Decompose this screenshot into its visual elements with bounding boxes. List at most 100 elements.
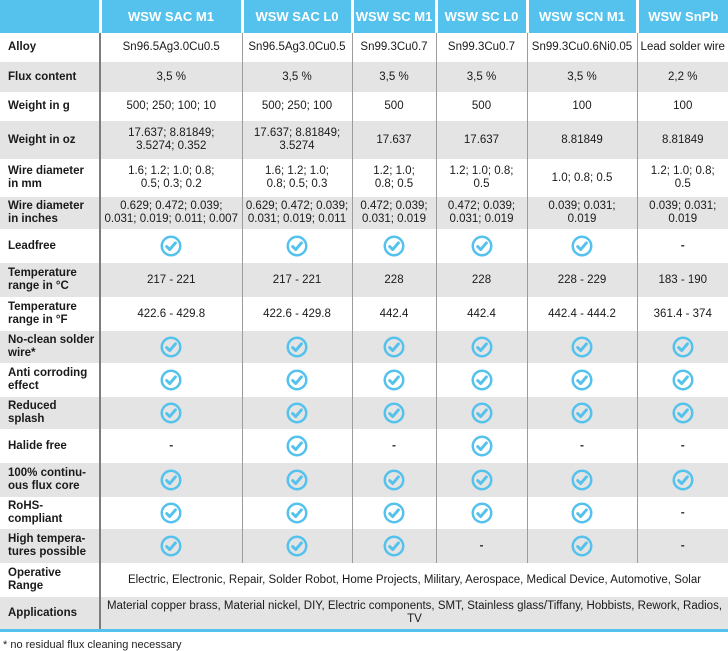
cell-alloy-wsw-sc-l0: Sn99.3Cu0.7 [435, 33, 527, 62]
cell-100-continu-ous-flux-core-wsw-snpb [636, 463, 728, 497]
cell-temperature-range-in-c-wsw-scn-m1: 228 - 229 [526, 263, 637, 297]
check-icon [471, 235, 492, 257]
table-row-halide-free: Halide free - - - - [0, 429, 728, 463]
check-icon [571, 535, 593, 557]
row-label-weight-in-g: Weight in g [0, 92, 101, 121]
cell-anti-corroding-effect-wsw-sac-l0 [241, 363, 352, 397]
cell-reduced-splash-wsw-sc-l0 [435, 397, 527, 429]
header-row: WSW SAC M1 WSW SAC L0 WSW SC M1 WSW SC L0 WS… [0, 0, 728, 33]
cell-applications-all-products: Material copper brass, Material nickel, … [99, 597, 728, 629]
cell-wire-diameter-in-mm-wsw-sac-m1: 1.6; 1.2; 1.0; 0.8; 0.5; 0.3; 0.2 [99, 159, 242, 197]
cell-wire-diameter-in-mm-wsw-sc-l0: 1.2; 1.0; 0.8; 0.5 [435, 159, 527, 197]
cell-flux-content-wsw-scn-m1: 3,5 % [526, 62, 637, 92]
cell-no-clean-solder-wire-wsw-sc-m1 [351, 331, 436, 363]
dash-placeholder: - [169, 438, 174, 452]
cell-leadfree-wsw-scn-m1 [526, 229, 637, 263]
cell-operative-range-all-products: Electric, Electronic, Repair, Solder Rob… [99, 563, 728, 597]
table-row-rohs-compliant: RoHS-compliant - [0, 497, 728, 529]
column-header-wsw-snpb: WSW SnPb [635, 0, 728, 33]
check-icon [160, 336, 182, 358]
product-comparison-table: WSW SAC M1 WSW SAC L0 WSW SC M1 WSW SC L0 WS… [0, 0, 728, 629]
check-icon [286, 435, 308, 457]
cell-wire-diameter-in-mm-wsw-sac-l0: 1.6; 1.2; 1.0; 0.8; 0.5; 0.3 [241, 159, 352, 197]
check-icon [672, 469, 694, 491]
table-row-high-tempera-tures-possible: High tempera- tures possible - - [0, 529, 728, 563]
check-icon [471, 402, 492, 424]
cell-flux-content-wsw-sac-l0: 3,5 % [241, 62, 352, 92]
check-icon [286, 502, 308, 524]
check-icon [571, 235, 593, 257]
cell-flux-content-wsw-snpb: 2,2 % [636, 62, 728, 92]
check-icon [383, 469, 405, 491]
cell-leadfree-wsw-snpb: - [636, 229, 728, 263]
cell-weight-in-g-wsw-sc-l0: 500 [435, 92, 527, 121]
check-icon [383, 336, 405, 358]
cell-rohs-compliant-wsw-snpb: - [636, 497, 728, 529]
table-corner-cell [0, 0, 100, 33]
row-label-temperature-range-in-f: Temperature range in °F [0, 297, 101, 331]
cell-no-clean-solder-wire-wsw-sc-l0 [435, 331, 527, 363]
row-label-halide-free: Halide free [0, 429, 101, 463]
check-icon [471, 502, 492, 524]
cell-temperature-range-in-f-wsw-sac-l0: 422.6 - 429.8 [241, 297, 352, 331]
cell-weight-in-oz-wsw-sac-l0: 17.637; 8.81849; 3.5274 [241, 121, 352, 159]
check-icon [672, 402, 694, 424]
table-row-no-clean-solder-wire: No-clean solder wire* [0, 331, 728, 363]
cell-alloy-wsw-sc-m1: Sn99.3Cu0.7 [351, 33, 436, 62]
check-icon [471, 469, 492, 491]
cell-temperature-range-in-c-wsw-sac-l0: 217 - 221 [241, 263, 352, 297]
column-header-wsw-sc-m1: WSW SC M1 [350, 0, 436, 33]
cell-no-clean-solder-wire-wsw-sac-m1 [99, 331, 242, 363]
cell-rohs-compliant-wsw-sac-l0 [241, 497, 352, 529]
check-icon [286, 336, 308, 358]
cell-temperature-range-in-f-wsw-sc-m1: 442.4 [351, 297, 436, 331]
column-header-wsw-sac-m1: WSW SAC M1 [98, 0, 242, 33]
cell-temperature-range-in-f-wsw-scn-m1: 442.4 - 444.2 [526, 297, 637, 331]
cell-alloy-wsw-snpb: Lead solder wire [636, 33, 728, 62]
cell-no-clean-solder-wire-wsw-snpb [636, 331, 728, 363]
row-label-operative-range: Operative Range [0, 563, 101, 597]
dash-placeholder: - [680, 238, 685, 252]
cell-reduced-splash-wsw-snpb [636, 397, 728, 429]
cell-high-tempera-tures-possible-wsw-sac-l0 [241, 529, 352, 563]
table-row-applications: Applications Material copper brass, Mater… [0, 597, 728, 629]
table-row-anti-corroding-effect: Anti corroding effect [0, 363, 728, 397]
footnote: * no residual flux cleaning necessary [3, 639, 182, 651]
check-icon [672, 369, 694, 391]
cell-wire-diameter-in-inches-wsw-sac-l0: 0.629; 0.472; 0.039; 0.031; 0.019; 0.011 [241, 197, 352, 229]
row-label-rohs-compliant: RoHS-compliant [0, 497, 101, 529]
cell-high-tempera-tures-possible-wsw-sc-l0: - [435, 529, 527, 563]
cell-weight-in-g-wsw-snpb: 100 [636, 92, 728, 121]
cell-100-continu-ous-flux-core-wsw-sac-m1 [99, 463, 242, 497]
check-icon [160, 469, 182, 491]
column-header-wsw-sc-l0: WSW SC L0 [434, 0, 527, 33]
check-icon [286, 369, 308, 391]
cell-halide-free-wsw-scn-m1: - [526, 429, 637, 463]
column-header-wsw-sac-l0: WSW SAC L0 [240, 0, 352, 33]
check-icon [383, 502, 405, 524]
check-icon [160, 402, 182, 424]
table-row-leadfree: Leadfree - [0, 229, 728, 263]
dash-placeholder: - [392, 438, 396, 452]
cell-rohs-compliant-wsw-sc-m1 [351, 497, 436, 529]
cell-100-continu-ous-flux-core-wsw-sc-l0 [435, 463, 527, 497]
cell-alloy-wsw-scn-m1: Sn99.3Cu0.6Ni0.05 [526, 33, 637, 62]
check-icon [571, 336, 593, 358]
cell-flux-content-wsw-sac-m1: 3,5 % [99, 62, 242, 92]
check-icon [383, 235, 405, 257]
cell-rohs-compliant-wsw-sac-m1 [99, 497, 242, 529]
table-header: WSW SAC M1 WSW SAC L0 WSW SC M1 WSW SC L0 WS… [0, 0, 728, 33]
cell-alloy-wsw-sac-m1: Sn96.5Ag3.0Cu0.5 [99, 33, 242, 62]
cell-leadfree-wsw-sc-m1 [351, 229, 436, 263]
cell-weight-in-g-wsw-sc-m1: 500 [351, 92, 436, 121]
cell-weight-in-g-wsw-scn-m1: 100 [526, 92, 637, 121]
cell-wire-diameter-in-mm-wsw-scn-m1: 1.0; 0.8; 0.5 [526, 159, 637, 197]
row-label-flux-content: Flux content [0, 62, 101, 92]
cell-leadfree-wsw-sc-l0 [435, 229, 527, 263]
row-label-high-tempera-tures-possible: High tempera- tures possible [0, 529, 101, 563]
check-icon [286, 469, 308, 491]
table-row-alloy: Alloy Sn96.5Ag3.0Cu0.5 Sn96.5Ag3.0Cu0.5 Sn9… [0, 33, 728, 62]
check-icon [383, 402, 405, 424]
cell-leadfree-wsw-sac-m1 [99, 229, 242, 263]
cell-reduced-splash-wsw-sac-m1 [99, 397, 242, 429]
